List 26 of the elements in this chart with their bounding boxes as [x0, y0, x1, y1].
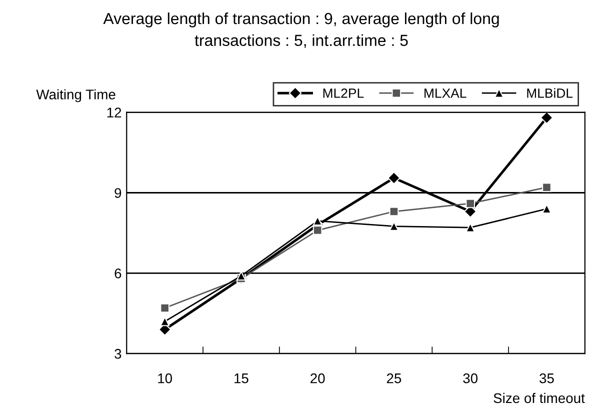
point [542, 204, 552, 214]
y-tick-label: 12 [107, 108, 122, 118]
point [236, 271, 246, 281]
point [388, 172, 400, 184]
x-tick-label: 10 [158, 373, 172, 384]
point [540, 112, 554, 124]
point [389, 206, 399, 216]
y-tick-label: 3 [114, 348, 122, 359]
legend-label: ML2PL [323, 88, 364, 98]
y-tick-label: 6 [114, 268, 122, 278]
point [466, 198, 476, 208]
y-tick-label: 9 [114, 188, 122, 198]
x-axis-title: Size of timeout [494, 392, 585, 404]
x-tick-label: 20 [310, 373, 325, 384]
point [160, 303, 170, 313]
point [312, 226, 322, 235]
point [542, 182, 552, 192]
chart-title: Average length of transaction : 9, average length of long transactions : 5, int.arr.time : 5 [103, 12, 499, 48]
x-tick-label: 15 [234, 374, 248, 384]
y-axis-title: Waiting Time [36, 89, 116, 102]
legend-label: MLXAL [424, 88, 466, 98]
point [389, 222, 399, 231]
legend-label: MLBiDL [527, 88, 573, 98]
x-tick-label: 25 [386, 373, 402, 384]
x-tick-label: 30 [463, 373, 478, 384]
x-tick-label: 35 [540, 373, 554, 384]
